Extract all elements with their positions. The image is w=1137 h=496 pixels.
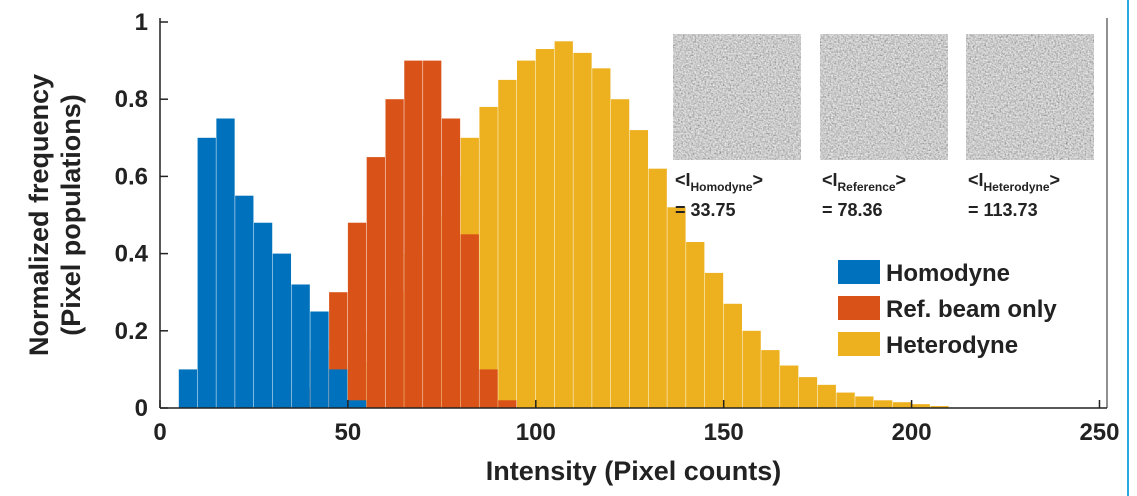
y-tick-label: 0.6: [115, 163, 148, 190]
bar: [592, 68, 611, 408]
bar: [780, 365, 799, 408]
x-axis-label: Intensity (Pixel counts): [486, 456, 782, 486]
bar: [253, 222, 273, 408]
x-tick-label: 150: [704, 419, 744, 446]
bar: [385, 99, 404, 408]
bar: [892, 402, 912, 408]
x-tick-label: 0: [153, 419, 166, 446]
bar: [855, 396, 874, 408]
y-tick-label: 0.4: [115, 241, 149, 268]
inset-value: = 78.36: [822, 200, 883, 220]
bar: [629, 130, 649, 408]
bar: [272, 253, 292, 408]
x-tick-label: 50: [335, 419, 362, 446]
inset-close: >: [1050, 170, 1061, 190]
legend-swatch: [838, 332, 880, 356]
inset-close: >: [896, 170, 907, 190]
bar: [798, 377, 818, 408]
bar: [610, 99, 630, 408]
bar: [178, 369, 198, 408]
inset-image: [966, 34, 1094, 160]
bar: [911, 404, 930, 408]
inset-close: >: [753, 170, 764, 190]
y-tick-label: 1: [135, 9, 148, 36]
inset-label: <I: [675, 170, 691, 190]
legend-label: Ref. beam only: [886, 296, 1057, 323]
bar: [498, 79, 517, 409]
y-tick-label: 0: [135, 395, 148, 422]
y-axis-label: (Pixel populations): [56, 94, 86, 336]
bar: [573, 52, 592, 408]
bar: [441, 118, 461, 408]
y-axis-label: Normalized frequency: [24, 74, 54, 356]
bar: [347, 400, 367, 408]
x-tick-label: 200: [892, 419, 932, 446]
bar: [686, 242, 705, 408]
bar: [423, 60, 442, 408]
inset-value: = 113.73: [968, 200, 1038, 220]
inset-caption: <IHomodyne>: [675, 170, 763, 194]
y-tick-label: 0.8: [115, 86, 148, 113]
legend-label: Homodyne: [886, 260, 1010, 287]
legend-swatch: [838, 260, 880, 284]
inset-label: <I: [968, 170, 984, 190]
bar: [404, 60, 423, 408]
bar: [517, 60, 536, 408]
bar: [535, 49, 555, 409]
legend-label: Heterodyne: [886, 332, 1018, 359]
y-tick-label: 0.2: [115, 318, 148, 345]
bar: [197, 137, 216, 409]
bar: [291, 284, 310, 408]
bar: [761, 350, 780, 408]
bar: [366, 157, 385, 408]
bar: [930, 406, 949, 408]
bar: [742, 330, 761, 408]
inset-caption: <IReference>: [822, 170, 906, 194]
bar: [817, 384, 836, 408]
bar: [479, 369, 498, 408]
inset-caption: <IHeterodyne>: [968, 170, 1060, 194]
inset-label: <I: [822, 170, 838, 190]
bar: [836, 392, 855, 408]
bar: [554, 41, 573, 409]
bar: [310, 311, 329, 408]
inset-subscript: Reference: [838, 180, 896, 194]
bar: [874, 400, 893, 408]
inset-image: [820, 34, 948, 160]
bar: [704, 272, 724, 408]
bar: [347, 222, 367, 408]
inset-subscript: Heterodyne: [984, 180, 1050, 194]
bar: [460, 234, 479, 408]
x-tick-label: 250: [1079, 419, 1119, 446]
bar: [498, 400, 517, 408]
bar: [235, 195, 254, 408]
inset-subscript: Homodyne: [691, 180, 753, 194]
inset-image: [673, 34, 801, 160]
bar: [479, 106, 498, 409]
bar: [329, 369, 348, 408]
x-tick-label: 100: [516, 419, 556, 446]
bar: [723, 303, 742, 408]
bar: [216, 118, 235, 408]
bar: [648, 168, 667, 408]
legend-swatch: [838, 296, 880, 320]
inset-value: = 33.75: [675, 200, 736, 220]
bar: [667, 207, 686, 408]
